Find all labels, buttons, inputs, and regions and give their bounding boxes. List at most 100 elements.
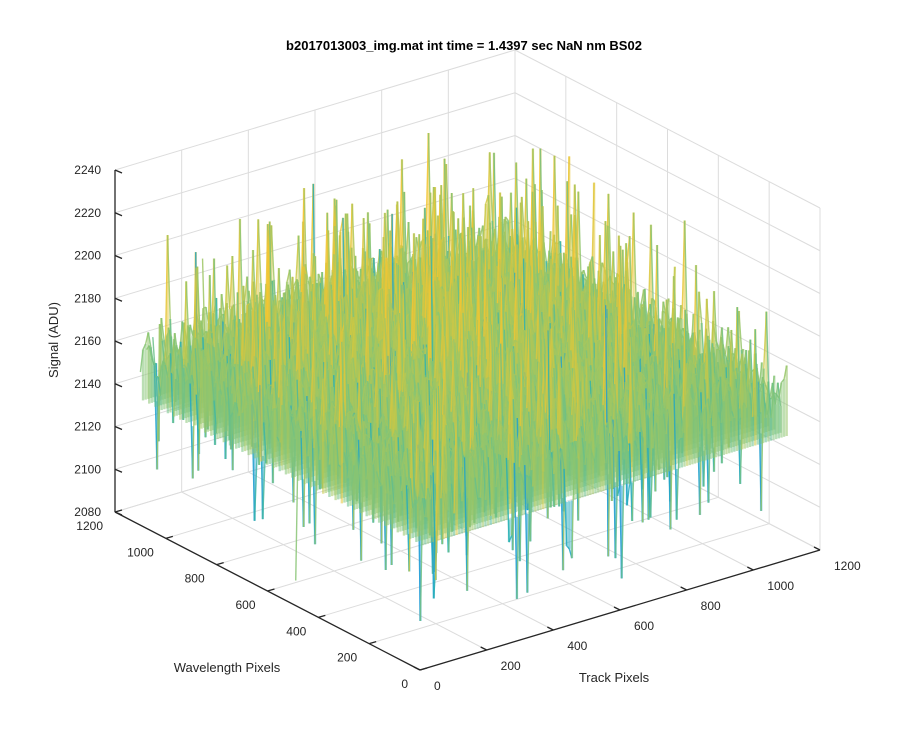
surface-edge <box>401 159 406 278</box>
surface-edge <box>335 241 340 356</box>
surface-edge <box>221 356 226 361</box>
surface-edge <box>290 343 295 352</box>
surface-edge <box>303 188 308 290</box>
surface-edge <box>253 450 258 521</box>
surface-edge <box>319 325 324 335</box>
surface-edge <box>147 332 152 348</box>
surface-edge <box>220 294 225 316</box>
surface-edge <box>361 316 366 336</box>
surface-edge <box>185 281 190 342</box>
surface-edge <box>182 281 187 368</box>
surface-edge <box>226 387 231 419</box>
surface-edge <box>234 364 239 403</box>
surface-edge <box>357 333 362 358</box>
surface-edge <box>452 211 457 281</box>
surface-edge <box>507 192 512 256</box>
surface-edge <box>511 229 516 273</box>
surface-edge <box>205 329 210 335</box>
surface-edge <box>213 400 218 434</box>
surface-edge <box>278 268 283 320</box>
surface-edge <box>208 329 213 334</box>
surface-edge <box>197 332 201 337</box>
surface-edge <box>139 349 144 373</box>
surface-edge <box>358 287 362 297</box>
surface-edge <box>369 258 374 313</box>
surface-edge <box>315 324 320 331</box>
surface-edge <box>323 212 328 305</box>
surface-edge <box>244 305 249 361</box>
surface-edge <box>362 218 367 292</box>
surface-edge <box>436 288 441 298</box>
surface-edge <box>434 187 439 277</box>
surface-mesh <box>139 133 788 621</box>
surface-edge <box>541 206 546 282</box>
surface-edge <box>193 267 198 331</box>
surface-edge <box>252 250 257 311</box>
surface-edge <box>173 339 178 369</box>
surface-edge <box>389 302 394 313</box>
surface-edge <box>233 366 238 408</box>
surface-edge <box>189 383 194 479</box>
surface-edge <box>195 267 201 323</box>
surface-edge <box>219 308 224 321</box>
surface-edge <box>183 364 188 369</box>
surface-edge <box>229 366 234 386</box>
surface-edge <box>264 224 269 340</box>
surface-edge <box>199 335 204 338</box>
surface-edge <box>314 256 319 347</box>
surface-edge <box>266 354 270 361</box>
surface-edge <box>316 337 321 352</box>
surface-edge <box>209 363 214 377</box>
surface-edge <box>368 294 373 328</box>
surface-edge <box>425 133 430 238</box>
surface-edge <box>302 266 307 275</box>
surface-edge <box>216 352 221 363</box>
surface-edge <box>310 253 315 296</box>
surface-edge <box>159 323 164 341</box>
surface-edge <box>229 255 234 310</box>
surface-edge <box>194 348 199 399</box>
surface-edge <box>230 319 235 346</box>
surface-edge <box>437 241 442 281</box>
surface-edge <box>311 256 316 321</box>
surface-edge <box>376 289 381 342</box>
surface-edge <box>266 221 271 322</box>
surface-edge <box>148 345 153 359</box>
surface-edge <box>318 348 323 353</box>
surface-edge <box>372 318 377 336</box>
surface-edge <box>448 192 453 259</box>
surface-edge <box>418 234 423 320</box>
surface-edge <box>580 269 585 277</box>
surface-edge <box>333 335 338 346</box>
surface-edge <box>196 339 201 373</box>
surface-edge <box>349 288 354 345</box>
surface-edge <box>345 294 350 315</box>
surface-edge <box>198 322 203 330</box>
surface-edge <box>182 374 187 381</box>
surface-edge <box>217 315 222 320</box>
surface-edge <box>160 317 165 340</box>
surface-edge <box>445 164 450 237</box>
surface-edge <box>174 333 179 352</box>
surface-edge <box>439 288 444 325</box>
surface-edge <box>188 341 193 361</box>
surface-edge <box>241 373 246 413</box>
surface-edge <box>504 216 509 221</box>
surface-edge <box>231 255 236 316</box>
surface-edge <box>289 358 294 384</box>
surface-edge <box>218 325 223 351</box>
surface-edge <box>515 162 520 252</box>
surface-edge <box>229 412 234 419</box>
surface-edge <box>210 338 215 348</box>
surface-edge <box>320 310 325 320</box>
surface-edge <box>293 279 298 300</box>
surface-edge <box>329 272 334 282</box>
surface-edge <box>493 277 498 304</box>
surface-edge <box>270 225 275 280</box>
surface-edge <box>370 276 375 291</box>
surface-edge <box>239 379 244 413</box>
surface-edge <box>362 296 367 309</box>
surface-edge <box>161 358 165 366</box>
surface-edge <box>169 353 174 424</box>
surface-edge <box>204 356 209 368</box>
